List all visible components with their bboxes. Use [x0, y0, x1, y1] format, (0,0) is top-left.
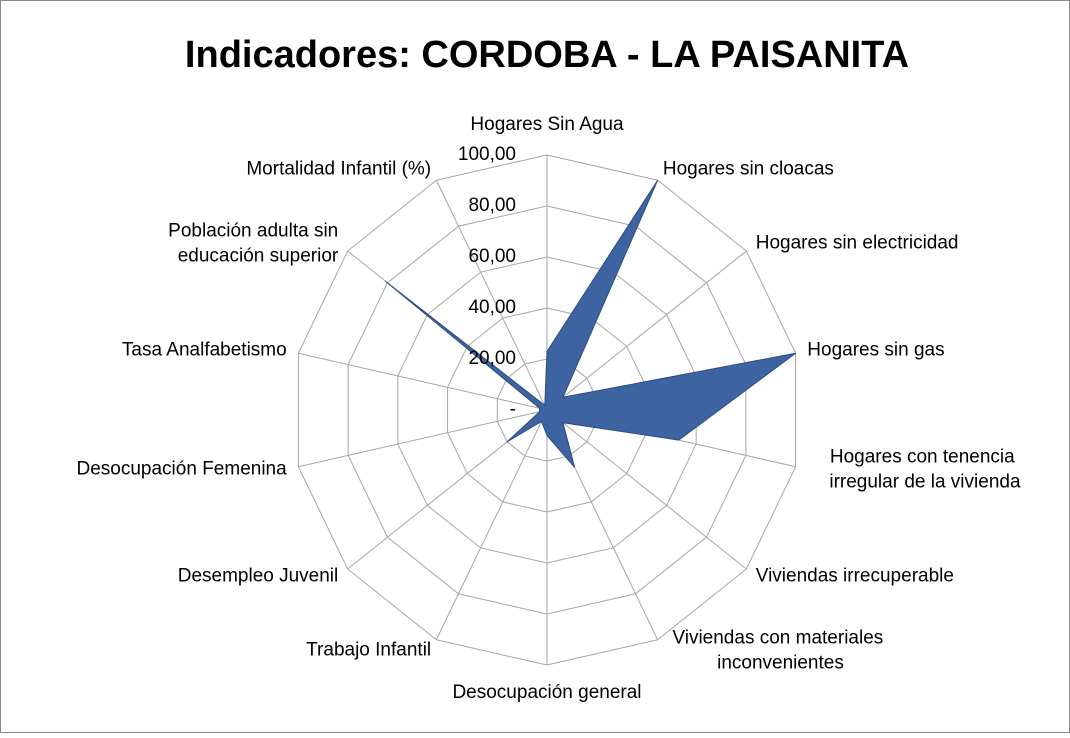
spoke [546, 409, 747, 570]
spoke [435, 180, 548, 411]
y-tick-label: - [510, 399, 516, 420]
spoke [435, 409, 548, 640]
spoke [298, 409, 548, 468]
category-label: Viviendas con materiales inconvenientes [672, 628, 883, 674]
category-label: Hogares sin electricidad [756, 233, 959, 254]
category-label: Hogares sin cloacas [663, 158, 834, 179]
y-tick-label: 100,00 [458, 144, 516, 165]
y-tick-label: 20,00 [468, 348, 516, 369]
y-tick-label: 40,00 [468, 297, 516, 318]
spoke [546, 250, 747, 411]
category-label: Hogares sin gas [807, 340, 944, 361]
category-label: Tasa Analfabetismo [122, 340, 287, 361]
category-label: Trabajo Infantil [306, 640, 431, 661]
category-label: Desempleo Juvenil [178, 565, 339, 586]
category-label: Hogares Sin Agua [470, 114, 624, 135]
spoke [298, 352, 548, 411]
y-tick-label: 80,00 [468, 195, 516, 216]
category-label: Desocupación general [452, 682, 641, 703]
category-label: Viviendas irrecuperable [756, 565, 954, 586]
category-label: Desocupación Femenina [77, 458, 288, 479]
category-label: Población adulta sin educación superior [168, 221, 339, 267]
y-tick-label: 60,00 [468, 246, 516, 267]
category-label: Hogares con tenencia irregular de la viv… [824, 446, 1021, 492]
category-label: Mortalidad Infantil (%) [246, 158, 431, 179]
chart-title: Indicadores: CORDOBA - LA PAISANITA [185, 34, 909, 76]
radar-area [385, 179, 796, 468]
